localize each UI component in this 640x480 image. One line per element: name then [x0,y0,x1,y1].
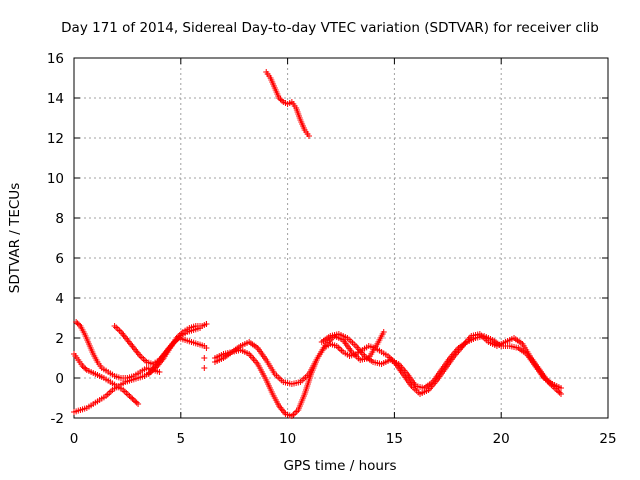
chart-title: Day 171 of 2014, Sidereal Day-to-day VTE… [61,20,599,36]
x-tick-label: 5 [177,431,186,447]
y-tick-label: 0 [55,371,64,387]
data-point [278,97,285,104]
x-tick-labels: 0 5 10 15 20 25 [70,431,617,447]
data-point [75,321,82,328]
x-tick-label: 25 [599,431,616,447]
y-axis-label: SDTVAR / TECUs [7,183,23,293]
series-arc-5 [145,325,204,377]
series-arc-9 [391,331,565,397]
grid-lines [74,58,608,418]
y-tick-label: 6 [55,251,64,267]
data-point [555,388,562,395]
data-point [80,364,87,371]
data-points [71,69,565,419]
x-axis-label: GPS time / hours [283,458,396,474]
data-point [129,395,136,402]
y-tick-label: 4 [55,291,64,307]
data-point [553,387,560,393]
series-isolated [201,321,210,371]
data-point [277,96,284,103]
data-point [558,385,565,391]
data-point [556,389,563,396]
data-point [197,325,204,331]
x-tick-label: 0 [70,431,79,447]
data-point [133,399,140,406]
data-point [558,391,565,397]
y-tick-label: 2 [55,331,64,347]
x-tick-label: 15 [386,431,403,447]
data-point [73,319,80,325]
x-tick-label: 20 [493,431,510,447]
y-tick-labels: -2 0 2 4 6 8 10 12 14 16 [47,51,64,427]
data-point [305,133,312,139]
data-point [201,355,208,361]
y-tick-label: 16 [47,51,64,67]
data-point [126,393,133,399]
y-tick-label: 10 [47,171,64,187]
data-point [79,363,86,369]
y-tick-label: 8 [55,211,64,227]
series-arc-2 [71,351,142,407]
data-point [201,365,208,371]
data-point [203,321,210,327]
y-tick-label: 14 [47,91,64,107]
data-point [132,398,139,405]
data-point [276,95,283,101]
data-point [203,345,210,351]
data-point [135,401,142,407]
data-point [156,369,163,375]
x-tick-label: 10 [279,431,296,447]
data-point [380,329,387,335]
plot-frame [73,57,609,419]
y-tick-label: -2 [51,411,64,427]
y-tick-label: 12 [47,131,64,147]
series-arc-10 [263,69,312,139]
data-point [82,365,89,372]
data-point [127,394,134,401]
series-arc-7 [211,329,387,387]
data-point [130,397,137,403]
series-arc-3 [73,319,163,381]
data-point [74,320,81,327]
